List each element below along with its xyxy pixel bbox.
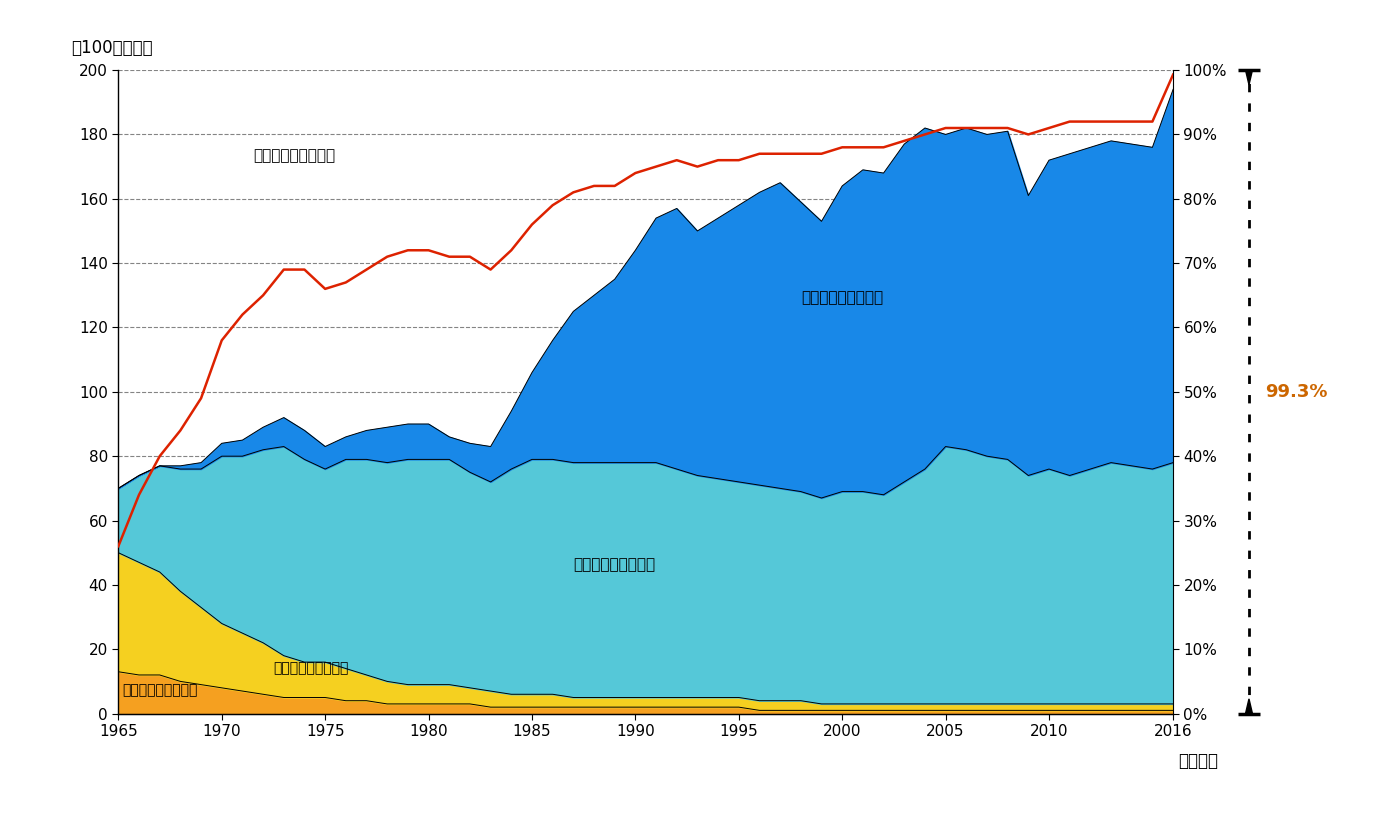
Text: 輸入一般炭（左軸）: 輸入一般炭（左軸） <box>800 290 883 305</box>
Text: （年度）: （年度） <box>1179 752 1219 770</box>
Text: 輸入炭比率（右軸）: 輸入炭比率（右軸） <box>253 148 335 163</box>
Text: 99.3%: 99.3% <box>1265 383 1328 401</box>
Text: 国内原料炭（左軸）: 国内原料炭（左軸） <box>123 683 197 697</box>
Text: 輸入原料炭（左軸）: 輸入原料炭（左軸） <box>573 557 655 572</box>
Text: （100万トン）: （100万トン） <box>70 39 152 57</box>
Text: 国内一般炭（左軸）: 国内一般炭（左軸） <box>273 661 349 675</box>
